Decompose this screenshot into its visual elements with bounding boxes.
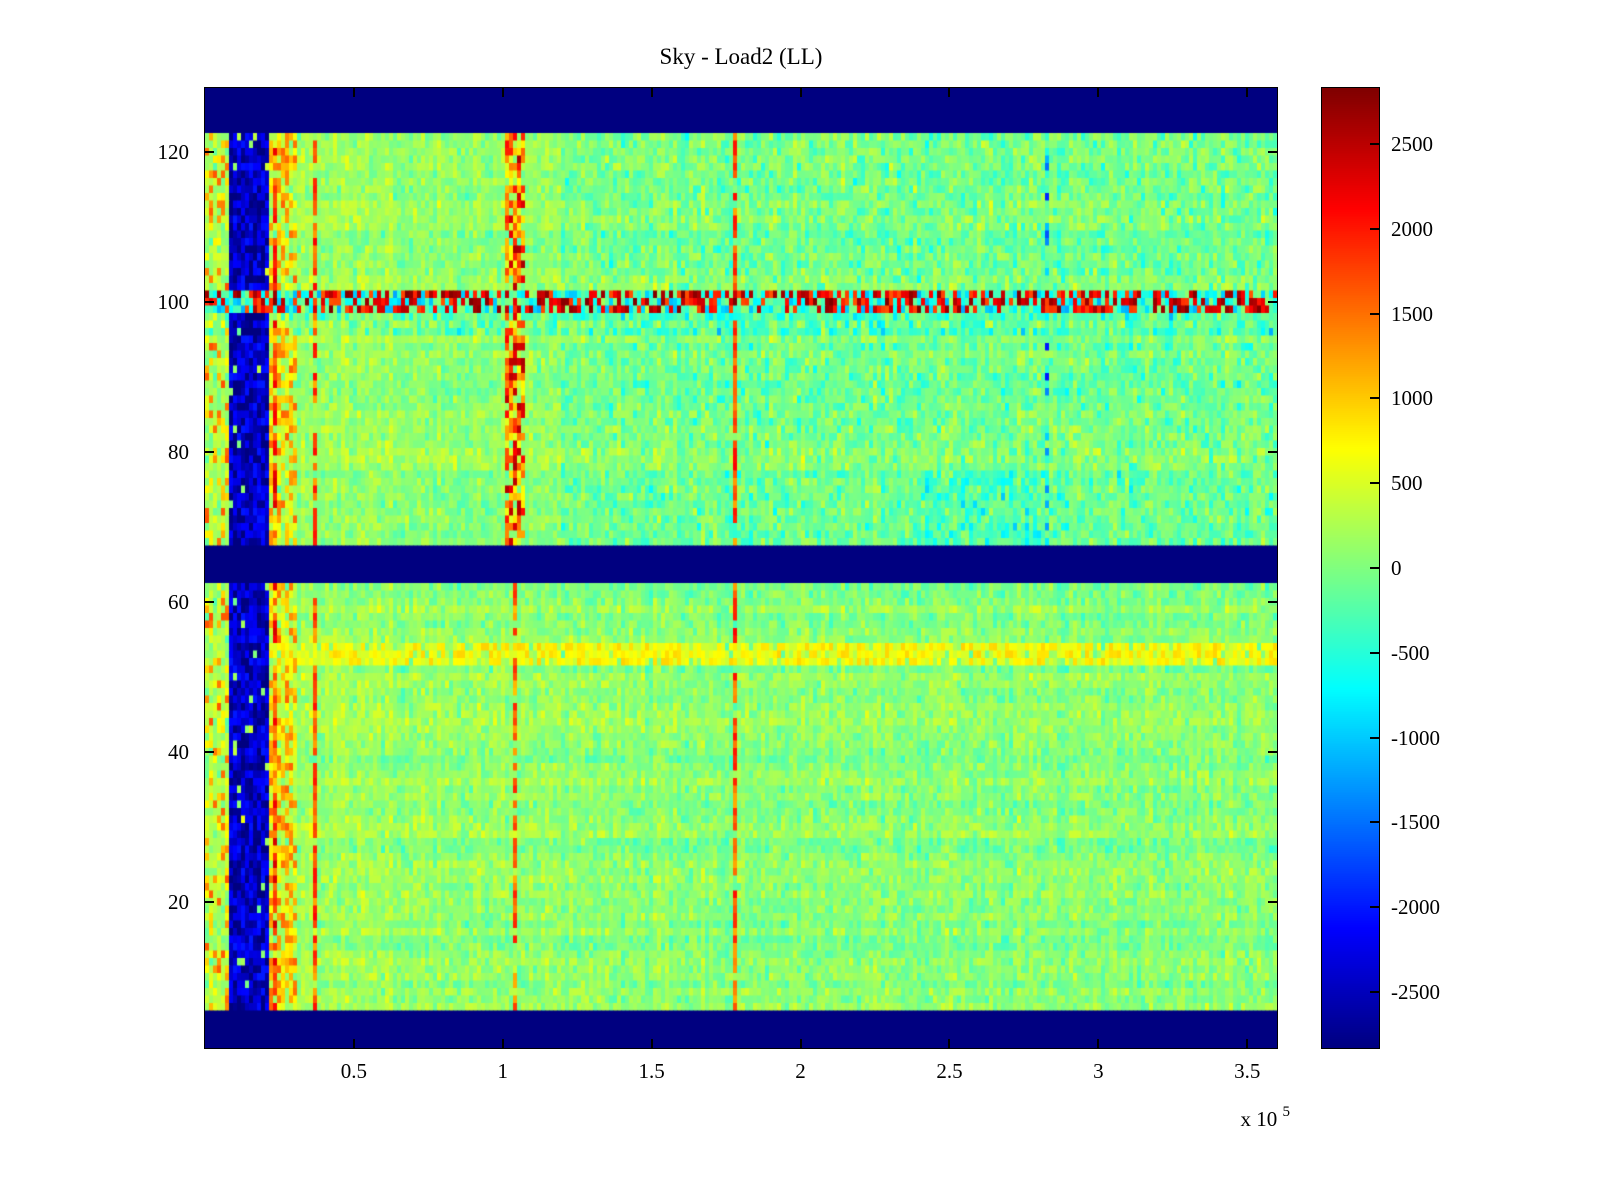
colorbar-tick-mark: [1370, 397, 1379, 400]
colorbar-tick-mark: [1370, 567, 1379, 569]
x-tick-mark-top: [799, 88, 802, 97]
y-tick-label: 40: [168, 739, 189, 764]
y-tick-label: 100: [157, 289, 190, 314]
y-tick-mark: [205, 450, 214, 453]
x-tick-label: 3: [1093, 1059, 1104, 1083]
y-tick-mark: [205, 300, 214, 303]
colorbar-tick-mark: [1370, 312, 1379, 315]
x-tick-mark: [948, 1039, 951, 1048]
colorbar-tick-label: 500: [1391, 471, 1423, 496]
y-tick-mark: [205, 750, 214, 753]
y-tick-mark-right: [1268, 300, 1277, 303]
x-tick-label: 0.5: [340, 1059, 367, 1083]
x-tick-mark: [1097, 1039, 1100, 1048]
y-tick-mark: [205, 150, 214, 153]
x-tick-mark-top: [1097, 88, 1100, 97]
x-tick-mark-top: [650, 88, 653, 97]
x-axis-exponent: x 10 5: [1150, 1104, 1291, 1132]
colorbar-tick-label: 0: [1391, 556, 1402, 580]
y-tick-mark-right: [1268, 600, 1277, 603]
x-axis-exponent-prefix: x 10: [1240, 1107, 1278, 1131]
colorbar-tick-label: 1500: [1391, 301, 1433, 326]
y-tick-label: 20: [168, 889, 189, 914]
x-tick-mark-top: [1246, 88, 1249, 97]
colorbar-tick-mark: [1370, 991, 1379, 994]
colorbar-tick-label: -1000: [1391, 725, 1440, 750]
colorbar-tick-mark: [1370, 906, 1379, 909]
x-tick-label: 3.5: [1234, 1059, 1261, 1083]
y-tick-mark: [205, 600, 214, 603]
chart-title: Sky - Load2 (LL): [659, 44, 823, 69]
colorbar-tick-label: 1000: [1391, 386, 1433, 411]
y-tick-mark-right: [1268, 750, 1277, 753]
x-tick-label: 1.5: [638, 1059, 665, 1083]
x-tick-mark-top: [948, 88, 951, 97]
x-tick-mark: [799, 1039, 802, 1048]
y-tick-mark: [205, 900, 214, 903]
x-tick-mark-top: [501, 88, 504, 97]
x-tick-label: 2.5: [936, 1059, 963, 1083]
heatmap-canvas: [205, 88, 1277, 1048]
y-tick-mark-right: [1268, 900, 1277, 903]
y-tick-label: 60: [168, 589, 189, 614]
x-tick-mark: [650, 1039, 653, 1048]
x-tick-label: 1: [497, 1059, 509, 1083]
y-tick-label: 120: [157, 139, 190, 164]
x-tick-mark: [1246, 1039, 1249, 1048]
x-tick-mark: [352, 1039, 355, 1048]
colorbar-tick-mark: [1370, 651, 1379, 654]
x-axis-exponent-value: 5: [1282, 1104, 1291, 1120]
y-tick-label: 80: [168, 439, 189, 464]
colorbar-tick-mark: [1370, 227, 1379, 230]
x-tick-label: 2: [795, 1059, 806, 1083]
colorbar-tick-mark: [1370, 736, 1379, 739]
colorbar-tick-mark: [1370, 482, 1379, 485]
colorbar-canvas: [1322, 88, 1379, 1048]
colorbar-tick-label: -500: [1391, 640, 1430, 665]
colorbar-tick-mark: [1370, 821, 1379, 824]
x-tick-mark: [501, 1039, 504, 1048]
y-tick-mark-right: [1268, 150, 1277, 153]
x-tick-mark-top: [352, 88, 355, 97]
colorbar-tick-label: 2500: [1391, 131, 1433, 156]
y-tick-mark-right: [1268, 450, 1277, 453]
colorbar-tick-label: -1500: [1391, 810, 1440, 835]
colorbar-tick-label: -2000: [1391, 895, 1440, 920]
colorbar-tick-label: -2500: [1391, 980, 1440, 1005]
colorbar-tick-label: 2000: [1391, 216, 1433, 241]
colorbar-tick-mark: [1370, 142, 1379, 145]
